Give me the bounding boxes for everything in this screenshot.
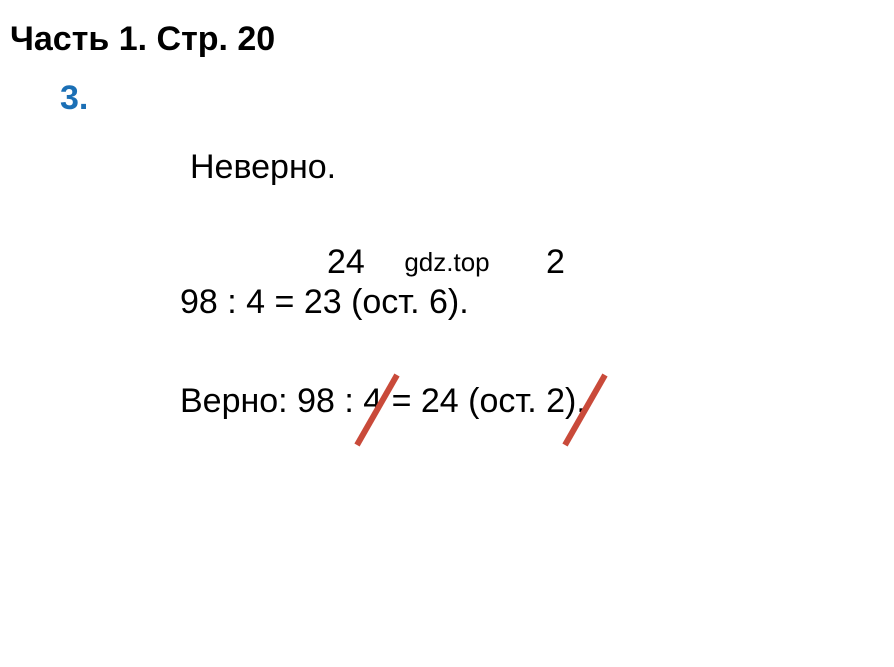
page-heading: Часть 1. Стр. 20	[0, 20, 894, 59]
answer-incorrect-label: Неверно.	[0, 148, 894, 187]
equation-incorrect: 98 : 4 = 23 (ост. 6).	[180, 283, 469, 322]
equation-container: 24 2 98 : 4 = 23 (ост. 6).	[0, 283, 894, 322]
answer-correct: Верно: 98 : 4 = 24 (ост. 2).	[0, 382, 894, 421]
correction-value-2: 2	[546, 243, 565, 282]
correction-value-24: 24	[327, 243, 365, 282]
problem-number: 3.	[0, 79, 894, 118]
watermark-text: gdz.top	[0, 247, 894, 278]
